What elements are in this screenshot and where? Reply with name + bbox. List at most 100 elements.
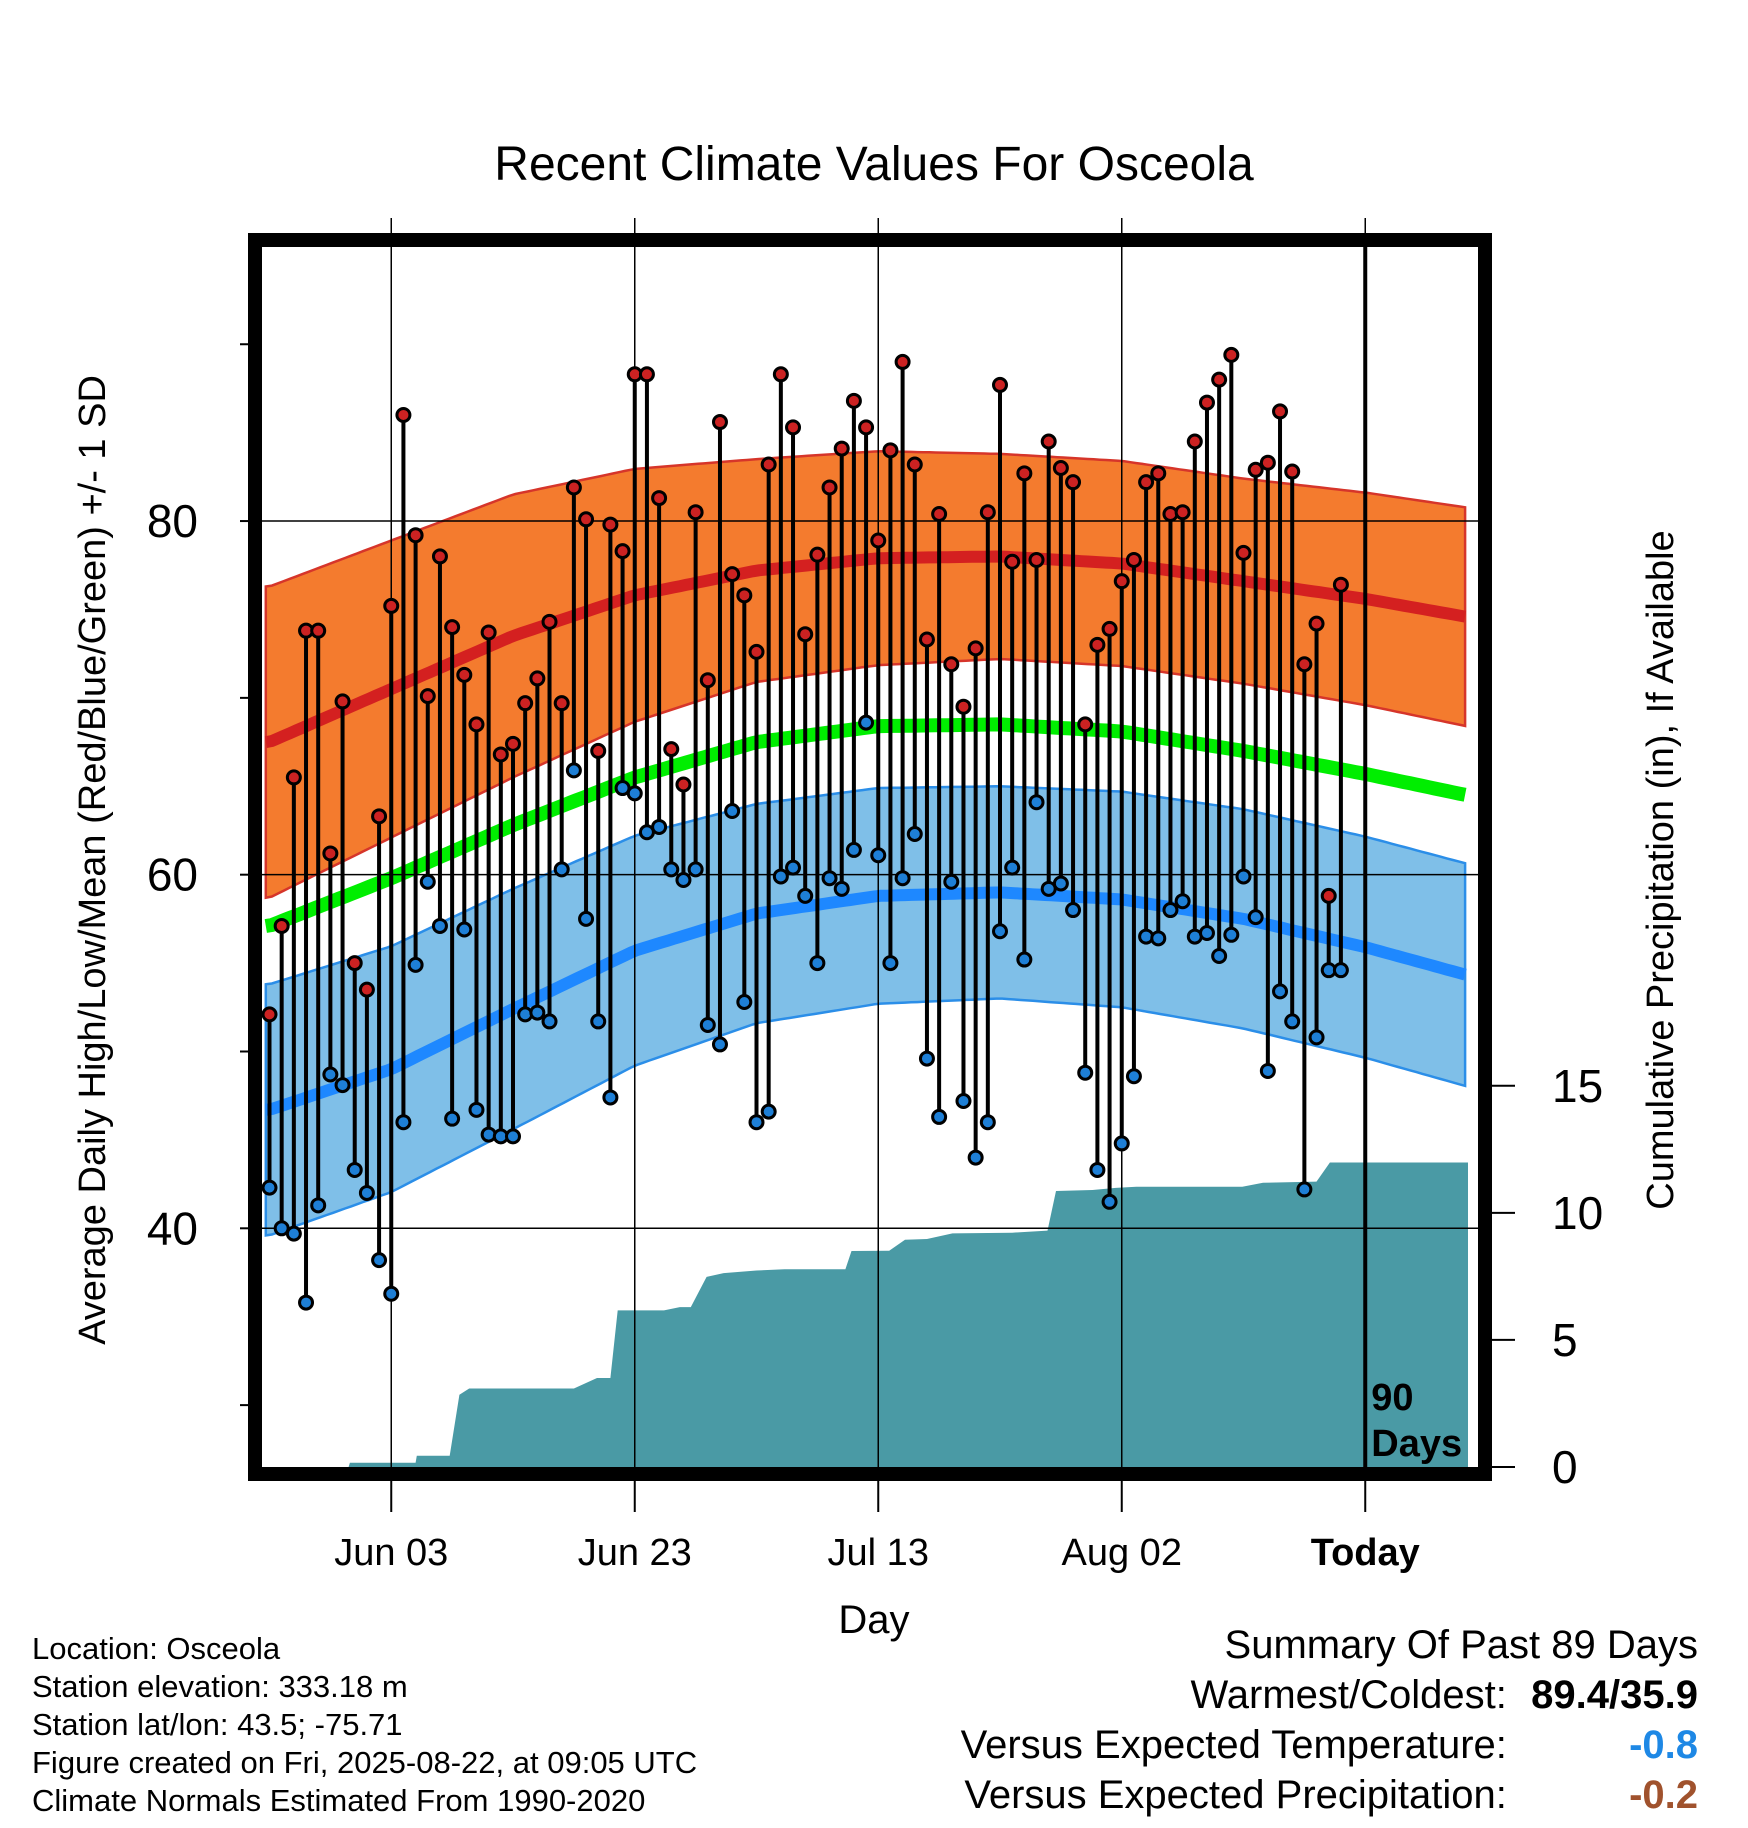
daily-high-point bbox=[967, 640, 984, 657]
x-axis-label: Day bbox=[838, 1598, 909, 1642]
daily-high-point bbox=[1272, 403, 1289, 420]
daily-high-point bbox=[322, 845, 339, 862]
daily-high-point bbox=[1113, 573, 1130, 590]
daily-high-point bbox=[894, 353, 911, 370]
daily-high-point bbox=[772, 366, 789, 383]
temp-value: -0.8 bbox=[1629, 1723, 1698, 1767]
y2-tick-label: 15 bbox=[1552, 1060, 1603, 1112]
high-sd-band bbox=[264, 450, 1467, 900]
daily-low-point bbox=[541, 1013, 558, 1030]
daily-low-point bbox=[285, 1225, 302, 1242]
daily-high-point bbox=[870, 532, 887, 549]
y-tick-label: 40 bbox=[147, 1202, 198, 1254]
daily-low-point bbox=[1284, 1013, 1301, 1030]
daily-low-point bbox=[322, 1066, 339, 1083]
daily-low-point bbox=[419, 873, 436, 890]
daily-high-point bbox=[760, 456, 777, 473]
x-tick-label: Aug 02 bbox=[1062, 1532, 1182, 1574]
y2-tick-label: 10 bbox=[1552, 1187, 1603, 1239]
precip-label: Versus Expected Precipitation: bbox=[964, 1773, 1507, 1817]
daily-low-point bbox=[358, 1184, 375, 1201]
y2-axis-label: Cumulative Precipitation (in), If Availa… bbox=[1640, 530, 1682, 1209]
daily-high-point bbox=[261, 1006, 278, 1023]
location-text: Location: Osceola bbox=[32, 1631, 281, 1666]
y-tick-label: 60 bbox=[147, 849, 198, 901]
daily-high-point bbox=[1040, 433, 1057, 450]
daily-high-point bbox=[1125, 551, 1142, 568]
normals-text: Climate Normals Estimated From 1990-2020 bbox=[32, 1783, 646, 1818]
daily-low-point bbox=[870, 847, 887, 864]
daily-low-point bbox=[602, 1089, 619, 1106]
daily-high-point bbox=[711, 414, 728, 431]
daily-low-point bbox=[760, 1103, 777, 1120]
y-axis-label: Average Daily High/Low/Mean (Red/Blue/Gr… bbox=[72, 375, 114, 1345]
daily-high-point bbox=[992, 376, 1008, 393]
daily-high-point bbox=[1308, 615, 1325, 632]
daily-high-point bbox=[371, 808, 388, 825]
daily-low-point bbox=[785, 859, 802, 876]
daily-high-point bbox=[699, 672, 716, 689]
daily-high-point bbox=[833, 440, 850, 457]
daily-high-point bbox=[882, 442, 899, 459]
daily-low-point bbox=[261, 1179, 278, 1196]
daily-low-point bbox=[1150, 930, 1167, 947]
daily-low-point bbox=[1162, 902, 1179, 919]
daily-low-point bbox=[1259, 1062, 1276, 1079]
daily-low-point bbox=[346, 1161, 363, 1178]
daily-high-point bbox=[663, 741, 680, 758]
daily-high-point bbox=[918, 631, 935, 648]
daily-low-point bbox=[809, 955, 826, 972]
daily-low-point bbox=[1235, 868, 1252, 885]
daily-low-point bbox=[407, 956, 424, 973]
daily-low-point bbox=[1247, 909, 1264, 926]
daily-low-point bbox=[894, 870, 911, 887]
daily-low-point bbox=[444, 1110, 461, 1127]
daily-low-point bbox=[979, 1114, 996, 1131]
daily-high-point bbox=[1065, 474, 1082, 491]
daily-low-point bbox=[431, 917, 448, 934]
daily-low-point bbox=[468, 1101, 485, 1118]
daily-low-point bbox=[1065, 902, 1082, 919]
daily-high-point bbox=[1223, 346, 1240, 363]
x-tick-label: Jul 13 bbox=[828, 1532, 929, 1574]
temp-row: Versus Expected Temperature: -0.8 bbox=[961, 1720, 1698, 1770]
days-label: Days bbox=[1371, 1423, 1462, 1465]
daily-low-point bbox=[565, 762, 582, 779]
daily-low-point bbox=[711, 1036, 728, 1053]
daily-high-point bbox=[273, 917, 290, 934]
warm-cold-value: 89.4/35.9 bbox=[1531, 1673, 1698, 1717]
daily-high-point bbox=[675, 776, 692, 793]
daily-high-point bbox=[724, 566, 741, 583]
daily-high-point bbox=[651, 490, 668, 507]
daily-high-point bbox=[407, 527, 424, 544]
daily-high-point bbox=[310, 622, 327, 639]
daily-high-point bbox=[590, 742, 607, 759]
daily-high-point bbox=[979, 504, 996, 521]
daily-high-point bbox=[1077, 716, 1094, 733]
y2-tick-label: 0 bbox=[1552, 1441, 1578, 1493]
daily-high-point bbox=[1320, 887, 1337, 904]
daily-high-point bbox=[906, 456, 923, 473]
daily-high-point bbox=[358, 981, 375, 998]
y-tick-label: 80 bbox=[147, 495, 198, 547]
daily-high-point bbox=[346, 955, 363, 972]
daily-low-point bbox=[675, 871, 692, 888]
daily-low-point bbox=[1211, 948, 1228, 965]
daily-low-point bbox=[1296, 1181, 1313, 1198]
daily-high-point bbox=[529, 670, 546, 687]
daily-low-point bbox=[663, 861, 680, 878]
daily-high-point bbox=[785, 419, 802, 436]
daily-high-point bbox=[1089, 636, 1106, 653]
daily-high-point bbox=[1016, 465, 1033, 482]
created-text: Figure created on Fri, 2025-08-22, at 09… bbox=[32, 1745, 698, 1780]
precip-row: Versus Expected Precipitation: -0.2 bbox=[961, 1770, 1698, 1820]
daily-high-point bbox=[736, 587, 753, 604]
daily-low-point bbox=[748, 1114, 765, 1131]
low-normal-line bbox=[265, 886, 1467, 1116]
daily-high-point bbox=[1004, 553, 1021, 570]
y2-tick-label: 5 bbox=[1552, 1314, 1578, 1366]
daily-low-point bbox=[529, 1004, 546, 1021]
daily-high-point bbox=[943, 656, 960, 673]
daily-low-point bbox=[1028, 794, 1045, 811]
